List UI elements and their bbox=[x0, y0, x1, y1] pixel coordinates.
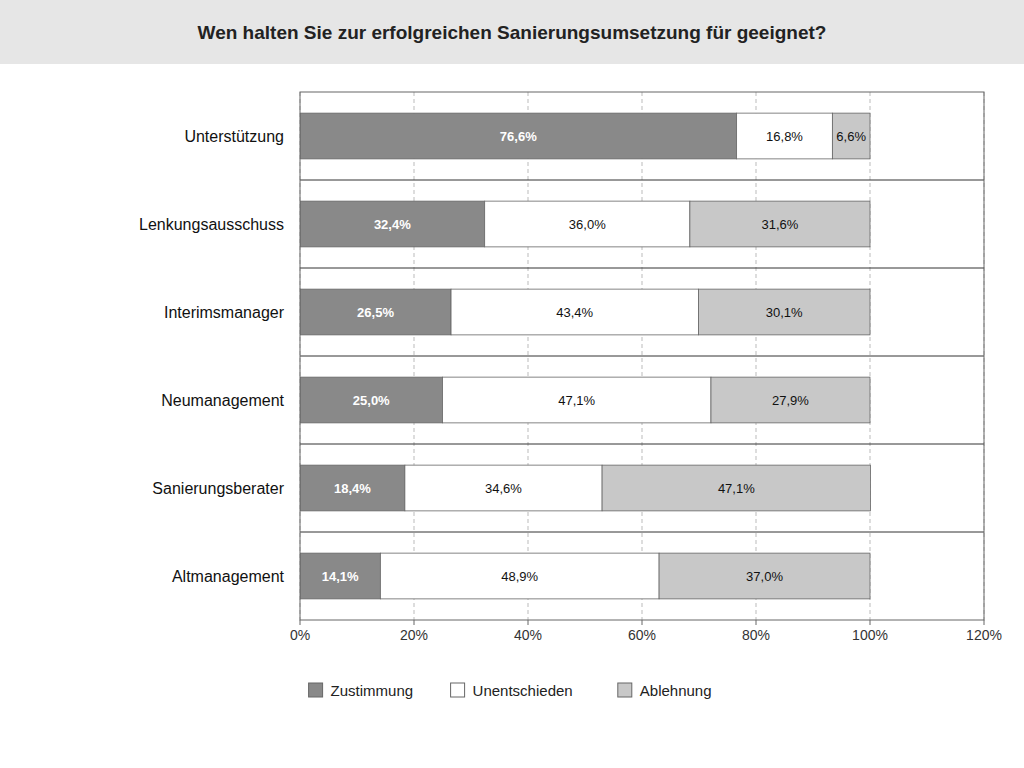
data-label: 36,0% bbox=[569, 217, 606, 232]
tick-label: 0% bbox=[290, 627, 310, 643]
group-separator bbox=[300, 444, 984, 445]
plot-area bbox=[300, 92, 984, 620]
tick-label: 20% bbox=[400, 627, 428, 643]
tick bbox=[528, 620, 529, 625]
tick bbox=[642, 620, 643, 625]
category-label: Lenkungsausschuss bbox=[139, 216, 284, 233]
bar bbox=[451, 289, 698, 335]
data-label: 26,5% bbox=[357, 305, 394, 320]
tick bbox=[756, 620, 757, 625]
data-label: 43,4% bbox=[556, 305, 593, 320]
bar bbox=[602, 465, 870, 511]
tick-label: 40% bbox=[514, 627, 542, 643]
data-label: 14,1% bbox=[322, 569, 359, 584]
plot-frame bbox=[300, 92, 984, 620]
tick-label: 60% bbox=[628, 627, 656, 643]
group-separator bbox=[300, 268, 984, 269]
bar bbox=[443, 377, 711, 423]
legend-swatch bbox=[309, 683, 323, 697]
bar bbox=[300, 289, 451, 335]
legend-swatch bbox=[451, 683, 465, 697]
chart: Wen halten Sie zur erfolgreichen Sanieru… bbox=[0, 0, 1024, 768]
bar bbox=[832, 113, 870, 159]
data-label: 47,1% bbox=[718, 481, 755, 496]
category-label: Sanierungsberater bbox=[152, 480, 284, 497]
title-band bbox=[0, 0, 1024, 64]
group-separator bbox=[300, 356, 984, 357]
legend-label: Ablehnung bbox=[640, 682, 712, 699]
bar bbox=[485, 201, 690, 247]
bar bbox=[300, 465, 405, 511]
data-label: 6,6% bbox=[836, 129, 866, 144]
tick-label: 100% bbox=[852, 627, 888, 643]
title: Wen halten Sie zur erfolgreichen Sanieru… bbox=[198, 22, 827, 43]
legend: Zustimmung Unentschieden Ablehnung bbox=[309, 682, 712, 699]
tick bbox=[414, 620, 415, 625]
bar bbox=[659, 553, 870, 599]
tick-label: 120% bbox=[966, 627, 1002, 643]
legend-label: Zustimmung bbox=[331, 682, 414, 699]
category-label: Interimsmanager bbox=[164, 304, 285, 321]
legend-swatch bbox=[618, 683, 632, 697]
bar bbox=[300, 377, 443, 423]
data-label: 25,0% bbox=[353, 393, 390, 408]
group-separator bbox=[300, 180, 984, 181]
y-axis: Unterstützung Lenkungsausschuss Interimsma… bbox=[139, 128, 285, 585]
bar bbox=[737, 113, 833, 159]
data-label: 34,6% bbox=[485, 481, 522, 496]
bar bbox=[300, 113, 737, 159]
data-label: 48,9% bbox=[501, 569, 538, 584]
bar bbox=[711, 377, 870, 423]
tick bbox=[870, 620, 871, 625]
data-label: 16,8% bbox=[766, 129, 803, 144]
data-label: 32,4% bbox=[374, 217, 411, 232]
bar bbox=[300, 201, 485, 247]
bar bbox=[405, 465, 602, 511]
category-label: Neumanagement bbox=[161, 392, 284, 409]
data-label: 18,4% bbox=[334, 481, 371, 496]
category-label: Unterstützung bbox=[184, 128, 284, 145]
bar bbox=[698, 289, 870, 335]
data-label: 27,9% bbox=[772, 393, 809, 408]
group-separator bbox=[300, 532, 984, 533]
tick bbox=[300, 620, 301, 625]
grid bbox=[300, 92, 984, 620]
data-label: 30,1% bbox=[766, 305, 803, 320]
bar bbox=[300, 553, 380, 599]
data-label: 76,6% bbox=[500, 129, 537, 144]
x-axis: 0% 20% 40% 60% 80% 100% 120% bbox=[290, 620, 1002, 643]
tick bbox=[984, 620, 985, 625]
data-label: 37,0% bbox=[746, 569, 783, 584]
data-label: 47,1% bbox=[558, 393, 595, 408]
separators bbox=[300, 180, 984, 532]
tick-label: 80% bbox=[742, 627, 770, 643]
data-label: 31,6% bbox=[762, 217, 799, 232]
legend-label: Unentschieden bbox=[473, 682, 573, 699]
bar bbox=[380, 553, 659, 599]
bar bbox=[690, 201, 870, 247]
category-label: Altmanagement bbox=[172, 568, 285, 585]
